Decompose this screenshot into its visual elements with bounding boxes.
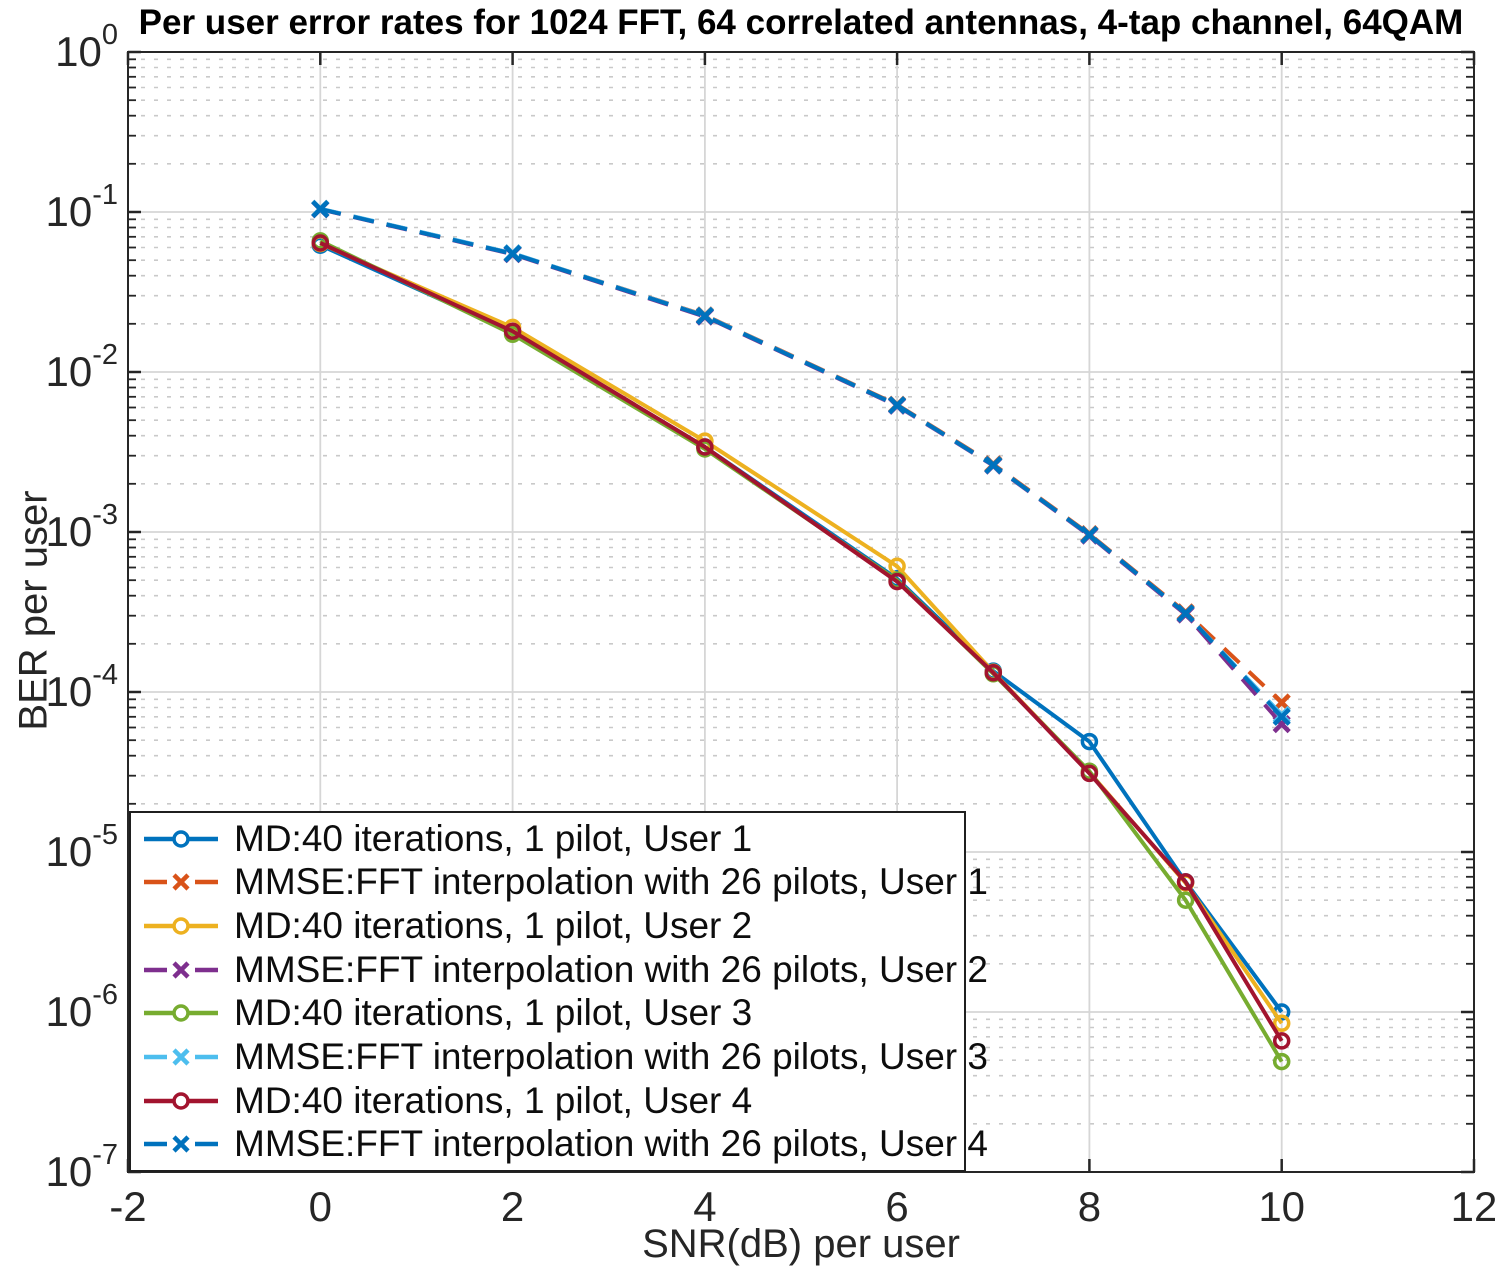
legend-item: MD:40 iterations, 1 pilot, User 4 [141,1079,964,1122]
series-4 [311,200,1291,734]
legend-label: MD:40 iterations, 1 pilot, User 1 [234,817,753,859]
legend-line-sample [144,830,218,848]
svg-text:100: 100 [55,19,118,75]
legend-item: MD:40 iterations, 1 pilot, User 3 [141,992,964,1035]
svg-text:0: 0 [309,1183,332,1230]
svg-text:10-7: 10-7 [45,1139,118,1195]
legend-label: MMSE:FFT interpolation with 26 pilots, U… [234,1123,988,1165]
series-8 [311,200,1291,726]
legend-item: MMSE:FFT interpolation with 26 pilots, U… [141,861,988,904]
legend-item: MMSE:FFT interpolation with 26 pilots, U… [141,948,988,991]
legend-line-sample [144,917,218,935]
legend-label: MD:40 iterations, 1 pilot, User 4 [234,1079,753,1121]
svg-text:4: 4 [693,1183,716,1230]
svg-text:-2: -2 [109,1183,146,1230]
legend-label: MD:40 iterations, 1 pilot, User 2 [234,905,753,947]
svg-text:12: 12 [1451,1183,1495,1230]
chart-title: Per user error rates for 1024 FFT, 64 co… [138,3,1464,42]
legend-item: MD:40 iterations, 1 pilot, User 1 [141,817,964,860]
legend-line-sample [144,1004,218,1023]
legend-label: MD:40 iterations, 1 pilot, User 3 [234,992,753,1034]
svg-text:10-1: 10-1 [45,179,118,235]
legend-line-sample [144,873,218,892]
legend: MD:40 iterations, 1 pilot, User 1 MMSE:FF… [129,811,988,1172]
legend-line-sample [144,961,218,979]
legend-item: MMSE:FFT interpolation with 26 pilots, U… [141,1123,988,1166]
legend-line-sample [144,1135,218,1153]
series-7 [311,234,1291,1050]
y-axis-label: BER per user [11,490,56,731]
svg-text:10-6: 10-6 [45,979,118,1035]
svg-text:6: 6 [885,1183,908,1230]
legend-line-sample [144,1048,218,1066]
legend-label: MMSE:FFT interpolation with 26 pilots, U… [234,1035,988,1077]
x-tick-labels: -2 0 2 4 6 8 10 12 [109,1183,1495,1230]
legend-line-sample [144,1091,218,1110]
svg-text:10: 10 [1258,1183,1305,1230]
legend-item: MD:40 iterations, 1 pilot, User 2 [141,905,964,948]
svg-text:2: 2 [501,1183,524,1230]
svg-text:8: 8 [1078,1183,1101,1230]
legend-item: MMSE:FFT interpolation with 26 pilots, U… [141,1035,988,1078]
legend-label: MMSE:FFT interpolation with 26 pilots, U… [234,861,988,903]
legend-label: MMSE:FFT interpolation with 26 pilots, U… [234,948,988,990]
svg-text:10-2: 10-2 [45,339,118,395]
x-axis-label: SNR(dB) per user [642,1222,960,1266]
axis-box [127,51,1475,1173]
